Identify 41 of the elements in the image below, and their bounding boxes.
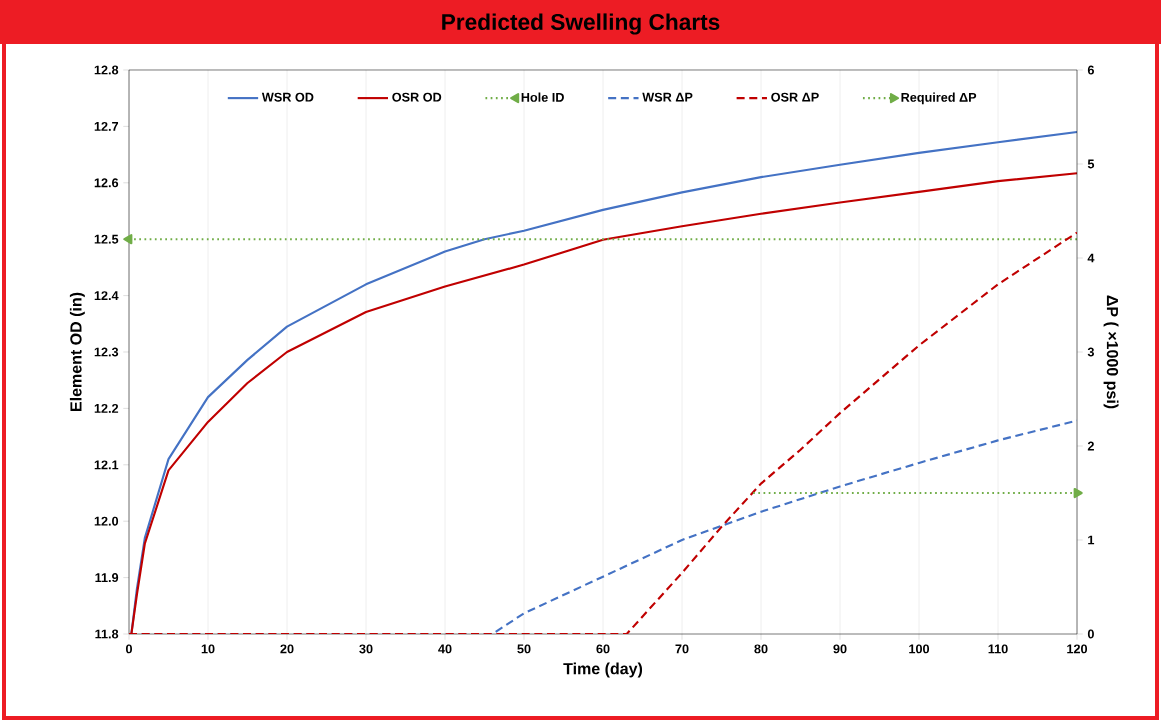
x-axis-title: Time (day): [563, 662, 643, 678]
y-axis-title: Element OD (in): [69, 292, 85, 411]
x-tick-label: 90: [833, 644, 847, 654]
legend-label: OSR OD: [392, 92, 442, 102]
y-tick-label: 12.5: [94, 234, 119, 244]
x-tick-label: 10: [201, 644, 215, 654]
x-tick-label: 60: [596, 644, 610, 654]
x-tick-label: 120: [1067, 644, 1088, 654]
y2-tick-label: 1: [1088, 535, 1095, 545]
legend-label: Hole ID: [521, 92, 564, 102]
x-tick-label: 50: [517, 644, 531, 654]
x-tick-label: 100: [909, 644, 930, 654]
x-tick-label: 30: [359, 644, 373, 654]
y-tick-label: 12.4: [94, 291, 119, 301]
legend-label: WSR ΔP: [642, 92, 693, 102]
x-tick-label: 70: [675, 644, 689, 654]
x-tick-label: 110: [988, 644, 1008, 654]
y2-axis-title: ΔP ( ×1000 psi): [1103, 295, 1119, 409]
legend-label: WSR OD: [261, 92, 314, 102]
y2-tick-label: 3: [1087, 347, 1094, 357]
legend-label: Required ΔP: [901, 92, 977, 105]
chart-title: Predicted Swelling Charts: [442, 13, 720, 35]
x-tick-label: 20: [280, 644, 294, 654]
y2-tick-label: 5: [1087, 159, 1095, 169]
y-tick-label: 12.3: [94, 347, 119, 357]
y-tick-label: 12.6: [94, 178, 119, 188]
y2-tick-label: 2: [1087, 441, 1094, 451]
y-tick-label: 12.7: [94, 121, 119, 131]
y2-tick-label: 4: [1087, 253, 1095, 263]
y-tick-label: 12.0: [94, 516, 119, 526]
x-tick-label: 40: [438, 644, 452, 654]
y-tick-label: 12.2: [94, 403, 119, 413]
y2-tick-label: 6: [1087, 65, 1094, 75]
y2-tick-label: 0: [1087, 629, 1094, 639]
y-tick-label: 12.1: [94, 460, 119, 470]
y-tick-label: 11.9: [95, 573, 119, 583]
y-tick-label: 12.8: [94, 65, 119, 75]
legend-label: OSR ΔP: [771, 92, 819, 102]
x-tick-label: 0: [125, 644, 132, 654]
y-tick-label: 11.8: [95, 629, 119, 639]
x-tick-label: 80: [754, 644, 768, 654]
